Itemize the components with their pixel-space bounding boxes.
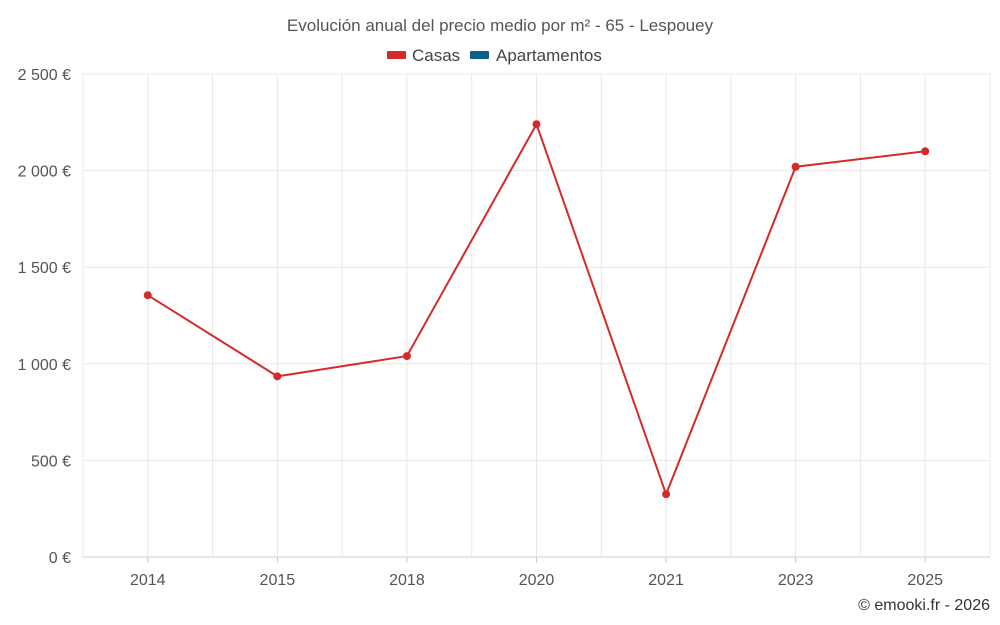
x-tick-label: 2023	[778, 572, 814, 589]
series-layer	[143, 120, 930, 499]
x-tick-label: 2018	[389, 572, 425, 589]
data-point[interactable]	[143, 291, 152, 300]
data-point[interactable]	[273, 372, 282, 381]
x-tick-label: 2021	[648, 572, 684, 589]
x-tick-label: 2014	[130, 572, 166, 589]
legend-label-casas: Casas	[412, 46, 460, 65]
x-tick-label: 2015	[260, 572, 296, 589]
legend: Casas Apartamentos	[387, 46, 602, 65]
y-tick-label: 0 €	[49, 550, 71, 567]
y-tick-label: 2 500 €	[18, 67, 71, 84]
legend-swatch-casas	[387, 51, 406, 59]
data-point[interactable]	[532, 120, 541, 129]
data-point[interactable]	[791, 162, 800, 171]
legend-item-casas[interactable]: Casas	[387, 46, 460, 65]
y-tick-label: 2 000 €	[18, 164, 71, 181]
y-tick-label: 1 500 €	[18, 260, 71, 277]
x-tick-label: 2025	[907, 572, 943, 589]
credit: © emooki.fr - 2026	[858, 597, 990, 614]
x-tick-label: 2020	[519, 572, 555, 589]
y-axis: 0 € 500 € 1 000 € 1 500 € 2 000 € 2 500 €	[18, 67, 71, 567]
legend-swatch-apartamentos	[470, 51, 489, 59]
y-tick-label: 500 €	[31, 453, 71, 470]
y-tick-label: 1 000 €	[18, 357, 71, 374]
x-axis: 2014 2015 2018 2020 2021 2023 2025	[130, 557, 943, 589]
legend-label-apartamentos: Apartamentos	[496, 46, 602, 65]
chart-title: Evolución anual del precio medio por m² …	[287, 16, 714, 35]
data-point[interactable]	[921, 147, 930, 156]
data-point[interactable]	[662, 490, 671, 499]
legend-item-apartamentos[interactable]: Apartamentos	[470, 46, 602, 65]
data-point[interactable]	[402, 352, 411, 361]
grid	[82, 73, 991, 558]
